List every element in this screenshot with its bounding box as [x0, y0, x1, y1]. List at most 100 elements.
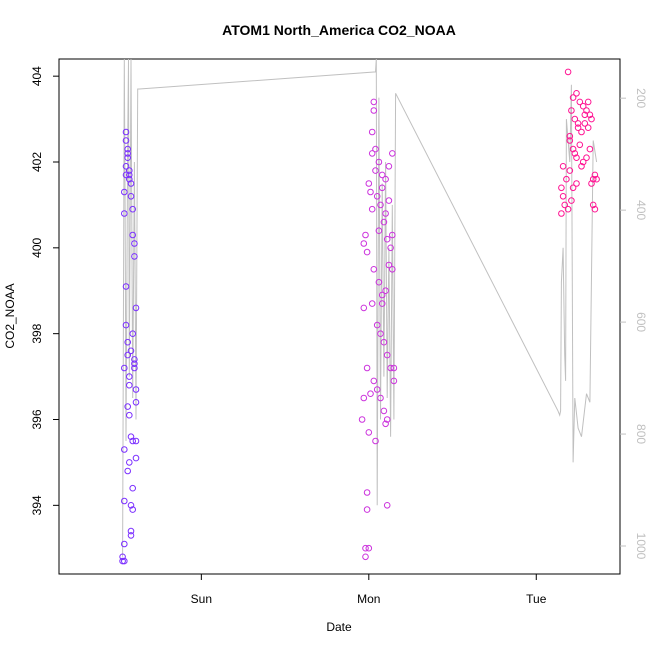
- data-point: [127, 193, 135, 200]
- y-tick-label: 396: [30, 409, 44, 429]
- data-point: [121, 446, 128, 453]
- data-point: [124, 154, 131, 161]
- data-point: [377, 330, 384, 338]
- data-point: [365, 544, 373, 552]
- data-point: [378, 300, 386, 307]
- data-point: [589, 175, 597, 183]
- data-point: [119, 553, 126, 561]
- data-point: [579, 158, 587, 166]
- data-point: [583, 107, 590, 114]
- data-point: [122, 283, 130, 290]
- data-point: [121, 210, 128, 217]
- data-point: [574, 120, 582, 127]
- data-point: [370, 266, 378, 273]
- data-point: [383, 351, 391, 359]
- data-point: [124, 338, 131, 346]
- data-point: [365, 429, 373, 436]
- data-point: [581, 120, 589, 127]
- data-point: [122, 163, 130, 170]
- data-point: [363, 248, 371, 256]
- data-point: [568, 197, 575, 204]
- data-point: [372, 145, 379, 153]
- data-point: [122, 321, 130, 329]
- data-point: [132, 399, 140, 406]
- data-point: [363, 364, 371, 372]
- data-point: [558, 210, 565, 217]
- data-point: [383, 235, 391, 243]
- data-point: [387, 364, 394, 372]
- data-point: [589, 201, 597, 209]
- x-tick-label: Mon: [357, 592, 380, 606]
- data-point: [368, 128, 376, 136]
- data-point: [375, 278, 383, 286]
- data-point: [124, 150, 131, 157]
- data-point: [368, 300, 376, 307]
- data-point: [131, 253, 138, 260]
- data-point: [571, 115, 579, 123]
- data-point: [568, 107, 575, 114]
- data-point: [569, 94, 577, 101]
- data-point: [124, 467, 131, 475]
- data-point: [584, 98, 592, 106]
- data-point: [373, 386, 381, 393]
- y-axis-label: CO2_NOAA: [3, 283, 17, 348]
- data-point: [385, 261, 393, 269]
- data-point: [129, 231, 136, 239]
- data-point: [578, 163, 585, 170]
- data-point: [127, 347, 135, 355]
- data-point: [124, 145, 131, 153]
- y-right-tick-label: 1000: [634, 533, 648, 560]
- data-point: [367, 390, 374, 398]
- data-point: [576, 141, 584, 149]
- data-point: [576, 98, 584, 106]
- line-layer: [122, 58, 598, 557]
- data-point: [121, 497, 128, 505]
- data-point: [363, 506, 371, 513]
- data-point: [378, 184, 386, 192]
- data-point: [122, 128, 130, 136]
- data-point: [375, 158, 383, 166]
- data-point: [362, 553, 369, 561]
- data-point: [129, 506, 136, 513]
- data-point: [126, 167, 133, 174]
- data-point: [367, 188, 374, 196]
- data-point: [372, 437, 379, 445]
- data-point: [126, 373, 133, 380]
- data-point: [385, 197, 393, 204]
- data-point: [370, 107, 378, 114]
- data-point: [378, 171, 386, 179]
- data-point: [132, 386, 140, 393]
- data-point: [573, 180, 580, 187]
- y-tick-label: 400: [30, 238, 44, 258]
- data-point: [380, 338, 388, 346]
- plot-frame: [58, 58, 621, 575]
- data-point: [370, 377, 378, 385]
- data-point: [586, 145, 594, 153]
- data-point: [382, 287, 389, 295]
- data-point: [566, 132, 574, 140]
- data-point: [373, 321, 381, 329]
- data-point: [124, 403, 131, 410]
- data-point: [380, 407, 388, 415]
- data-point: [563, 175, 570, 183]
- data-point: [584, 124, 592, 131]
- data-point: [129, 330, 136, 338]
- data-point: [389, 150, 396, 157]
- data-point: [581, 111, 589, 119]
- data-point: [131, 240, 138, 247]
- data-point: [127, 502, 135, 509]
- data-point: [122, 171, 130, 179]
- y-axis-right: 200 400 600 800 1000: [620, 88, 648, 560]
- data-point: [588, 180, 595, 187]
- chart-title: ATOM1 North_America CO2_NOAA: [222, 22, 456, 38]
- data-point: [129, 484, 136, 492]
- data-point: [389, 231, 396, 239]
- data-point: [362, 231, 369, 239]
- data-point: [561, 201, 569, 209]
- data-point: [591, 171, 599, 179]
- data-point: [368, 205, 376, 213]
- data-point: [377, 201, 384, 209]
- data-point: [365, 180, 373, 187]
- data-point: [121, 540, 128, 548]
- points-layer: [119, 68, 600, 565]
